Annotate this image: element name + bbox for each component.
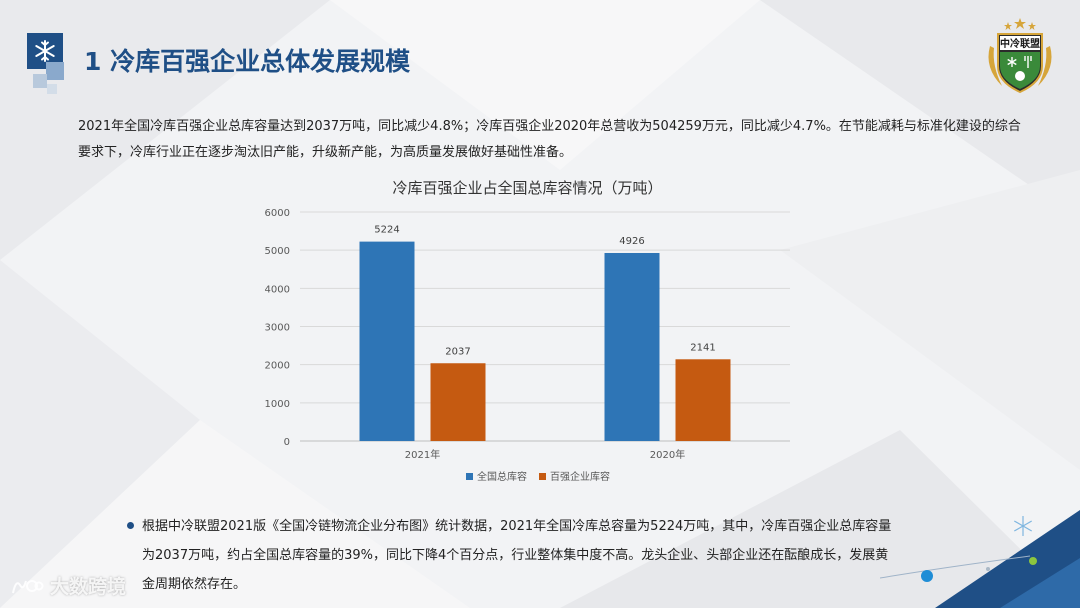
logo-text: 中冷联盟 bbox=[1000, 37, 1040, 50]
decor-square bbox=[33, 74, 47, 88]
watermark: 大数跨境 bbox=[10, 572, 126, 599]
data-label: 5224 bbox=[374, 225, 399, 236]
brand-logo-icon bbox=[12, 579, 44, 593]
watermark-text: 大数跨境 bbox=[50, 576, 127, 598]
page-title: 1 冷库百强企业总体发展规模 bbox=[84, 47, 411, 76]
y-tick-label: 5000 bbox=[265, 246, 290, 257]
y-tick-label: 0 bbox=[284, 437, 290, 448]
x-tick-label: 2021年 bbox=[405, 448, 440, 461]
intro-paragraph: 2021年全国冷库百强企业总库容量达到2037万吨，同比减少4.8%；冷库百强企… bbox=[78, 119, 1021, 160]
snowflake-icon bbox=[1007, 57, 1017, 67]
bar bbox=[430, 363, 486, 441]
snowflake-icon bbox=[27, 33, 63, 69]
y-tick-label: 2000 bbox=[265, 361, 290, 372]
decor-square bbox=[47, 84, 57, 94]
legend-label: 百强企业库容 bbox=[550, 470, 610, 483]
footnote-line: 根据中冷联盟2021版《全国冷链物流企业分布图》统计数据，2021年全国冷库总容… bbox=[142, 519, 892, 534]
bar bbox=[604, 252, 660, 441]
bar bbox=[359, 241, 415, 441]
data-label: 2141 bbox=[690, 342, 715, 353]
footnote-line: 为2037万吨，约占全国总库容量的39%，同比下降4个百分点，行业整体集中度不高… bbox=[142, 548, 889, 563]
x-tick-label: 2020年 bbox=[650, 448, 685, 461]
legend-label: 全国总库容 bbox=[477, 470, 527, 483]
legend-swatch bbox=[539, 473, 546, 480]
data-label: 2037 bbox=[445, 346, 470, 357]
snowflake-icon bbox=[1014, 516, 1032, 536]
bullet-icon bbox=[127, 522, 134, 529]
footnote-line: 金周期依然存在。 bbox=[142, 577, 247, 592]
y-tick-label: 3000 bbox=[265, 323, 290, 334]
bar bbox=[675, 359, 731, 441]
chart-title: 冷库百强企业占全国总库容情况（万吨） bbox=[392, 179, 663, 197]
footnote: 根据中冷联盟2021版《全国冷链物流企业分布图》统计数据，2021年全国冷库总容… bbox=[128, 512, 928, 599]
leaf-icon bbox=[1015, 71, 1025, 81]
y-tick-label: 4000 bbox=[265, 284, 290, 295]
logo: 中冷联盟 bbox=[988, 18, 1052, 94]
fork-icon bbox=[1024, 56, 1032, 68]
y-tick-label: 1000 bbox=[265, 399, 290, 410]
corner-decoration bbox=[880, 510, 1080, 608]
decor-square bbox=[46, 62, 64, 80]
data-label: 4926 bbox=[619, 236, 644, 247]
y-tick-label: 6000 bbox=[265, 208, 290, 219]
legend-swatch bbox=[466, 473, 473, 480]
